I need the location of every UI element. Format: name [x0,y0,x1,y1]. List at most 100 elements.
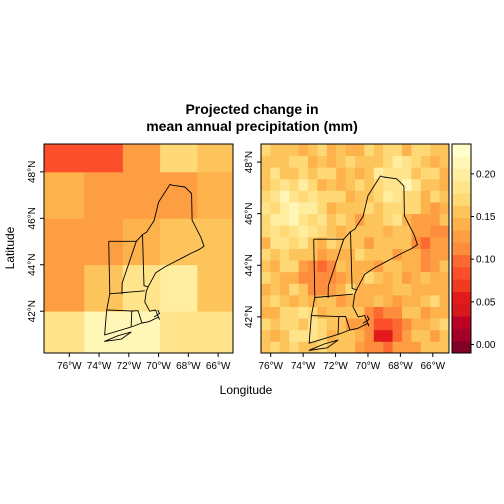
heatmap-cell [160,144,198,173]
heatmap-cell [345,329,356,342]
heatmap-cell [420,225,431,238]
heatmap-cell [279,202,290,215]
heatmap-cell [411,283,422,296]
heatmap-cell [336,341,346,354]
colorbar-band [452,254,471,268]
fine-xtick-label: 72°W [323,361,348,372]
heatmap-cell [439,167,450,180]
heatmap-cell [298,294,309,307]
heatmap-cell [336,248,346,261]
boundary-longIsland [308,339,339,351]
x-axis-label: Longitude [220,383,273,397]
heatmap-cell [420,202,431,215]
heatmap-cell [308,271,318,284]
colorbar-tick-label: 0.15 [476,212,496,223]
heatmap-cell [383,294,393,307]
coarse-ytick-label: 44°N [27,254,38,276]
heatmap-cell [402,306,412,319]
heatmap-cell [270,329,281,342]
heatmap-cell [355,167,365,180]
heatmap-cell [197,144,234,173]
title-line-1: Projected change in [185,101,318,117]
heatmap-cell [308,329,318,342]
heatmap-cell [261,341,271,354]
colorbar-band [452,230,471,243]
heatmap-cell [261,178,271,191]
heatmap-cell [289,225,299,238]
colorbar-band [452,156,471,169]
colorbar-tick-label: 0.20 [476,169,496,180]
heatmap-cell [308,306,318,319]
heatmap-cell [373,178,384,191]
heatmap-cell [430,202,440,215]
heatmap-cell [345,306,356,319]
heatmap-cell [317,178,328,191]
heatmap-cell [345,213,356,226]
fine-ytick-label: 42°N [244,306,255,328]
coarse-xtick-label: 68°W [176,361,201,372]
heatmap-cell [430,248,440,261]
heatmap-cell [355,283,365,296]
boundary-nhMaine [350,231,357,291]
heatmap-cell [326,248,337,261]
heatmap-cell [364,341,375,354]
heatmap-cell [317,236,328,249]
heatmap-cell [160,264,198,312]
heatmap-cell [364,329,375,342]
heatmap-cell [411,144,422,157]
colorbar-frame [451,143,472,354]
heatmap-cell [345,341,356,354]
heatmap-cell [430,329,440,342]
heatmap-cell [261,144,271,157]
heatmap-cell [364,144,375,157]
colorbar-band [452,168,471,182]
heatmap-cell [279,190,290,203]
heatmap-cell [373,190,384,203]
heatmap-cell [411,248,422,261]
heatmap-cell [261,225,271,238]
heatmap-cell [411,329,422,342]
heatmap-cell [270,213,281,226]
heatmap-cell [364,318,375,331]
heatmap-cell [439,178,450,191]
heatmap-cell [345,144,356,157]
heatmap-cell [392,248,403,261]
heatmap-cell [439,260,450,273]
heatmap-cell [355,236,365,249]
boundary-nhMaine [142,234,149,288]
heatmap-cell [289,306,299,319]
heatmap-cell [364,306,375,319]
heatmap-cell [355,306,365,319]
heatmap-cell [197,264,234,312]
colorbar-band [452,279,471,292]
heatmap-cell [411,260,422,273]
heatmap-cell [373,167,384,180]
heatmap-cell [364,178,375,191]
heatmap-cell [420,260,431,273]
heatmap-cell [402,260,412,273]
boundary-capeCod [153,309,161,318]
heatmap-cell [439,190,450,203]
heatmap-cell [270,225,281,238]
colorbar-tick-label: 0.10 [476,255,496,266]
heatmap-cell [383,144,393,157]
heatmap-cell [364,155,375,168]
heatmap-cell [383,283,393,296]
map-panel-fine: 76°W 74°W 72°W 70°W 68°W 66°W 42°N 44°N 46°N 48°… [244,143,450,372]
heatmap-cell [317,283,328,296]
heatmap-cell [411,271,422,284]
heatmap-cell [326,155,337,168]
heatmap-cell [261,248,271,261]
heatmap-cell [439,283,450,296]
heatmap-cell [430,155,440,168]
heatmap-cell [298,167,309,180]
heatmap-cell [270,155,281,168]
heatmap-cell [308,225,318,238]
heatmap-cell [336,306,346,319]
heatmap-cell [364,271,375,284]
heatmap-cell [289,329,299,342]
heatmap-cell [345,190,356,203]
heatmap-cell [317,260,328,273]
heatmap-cell [308,178,318,191]
heatmap-cell [392,306,403,319]
